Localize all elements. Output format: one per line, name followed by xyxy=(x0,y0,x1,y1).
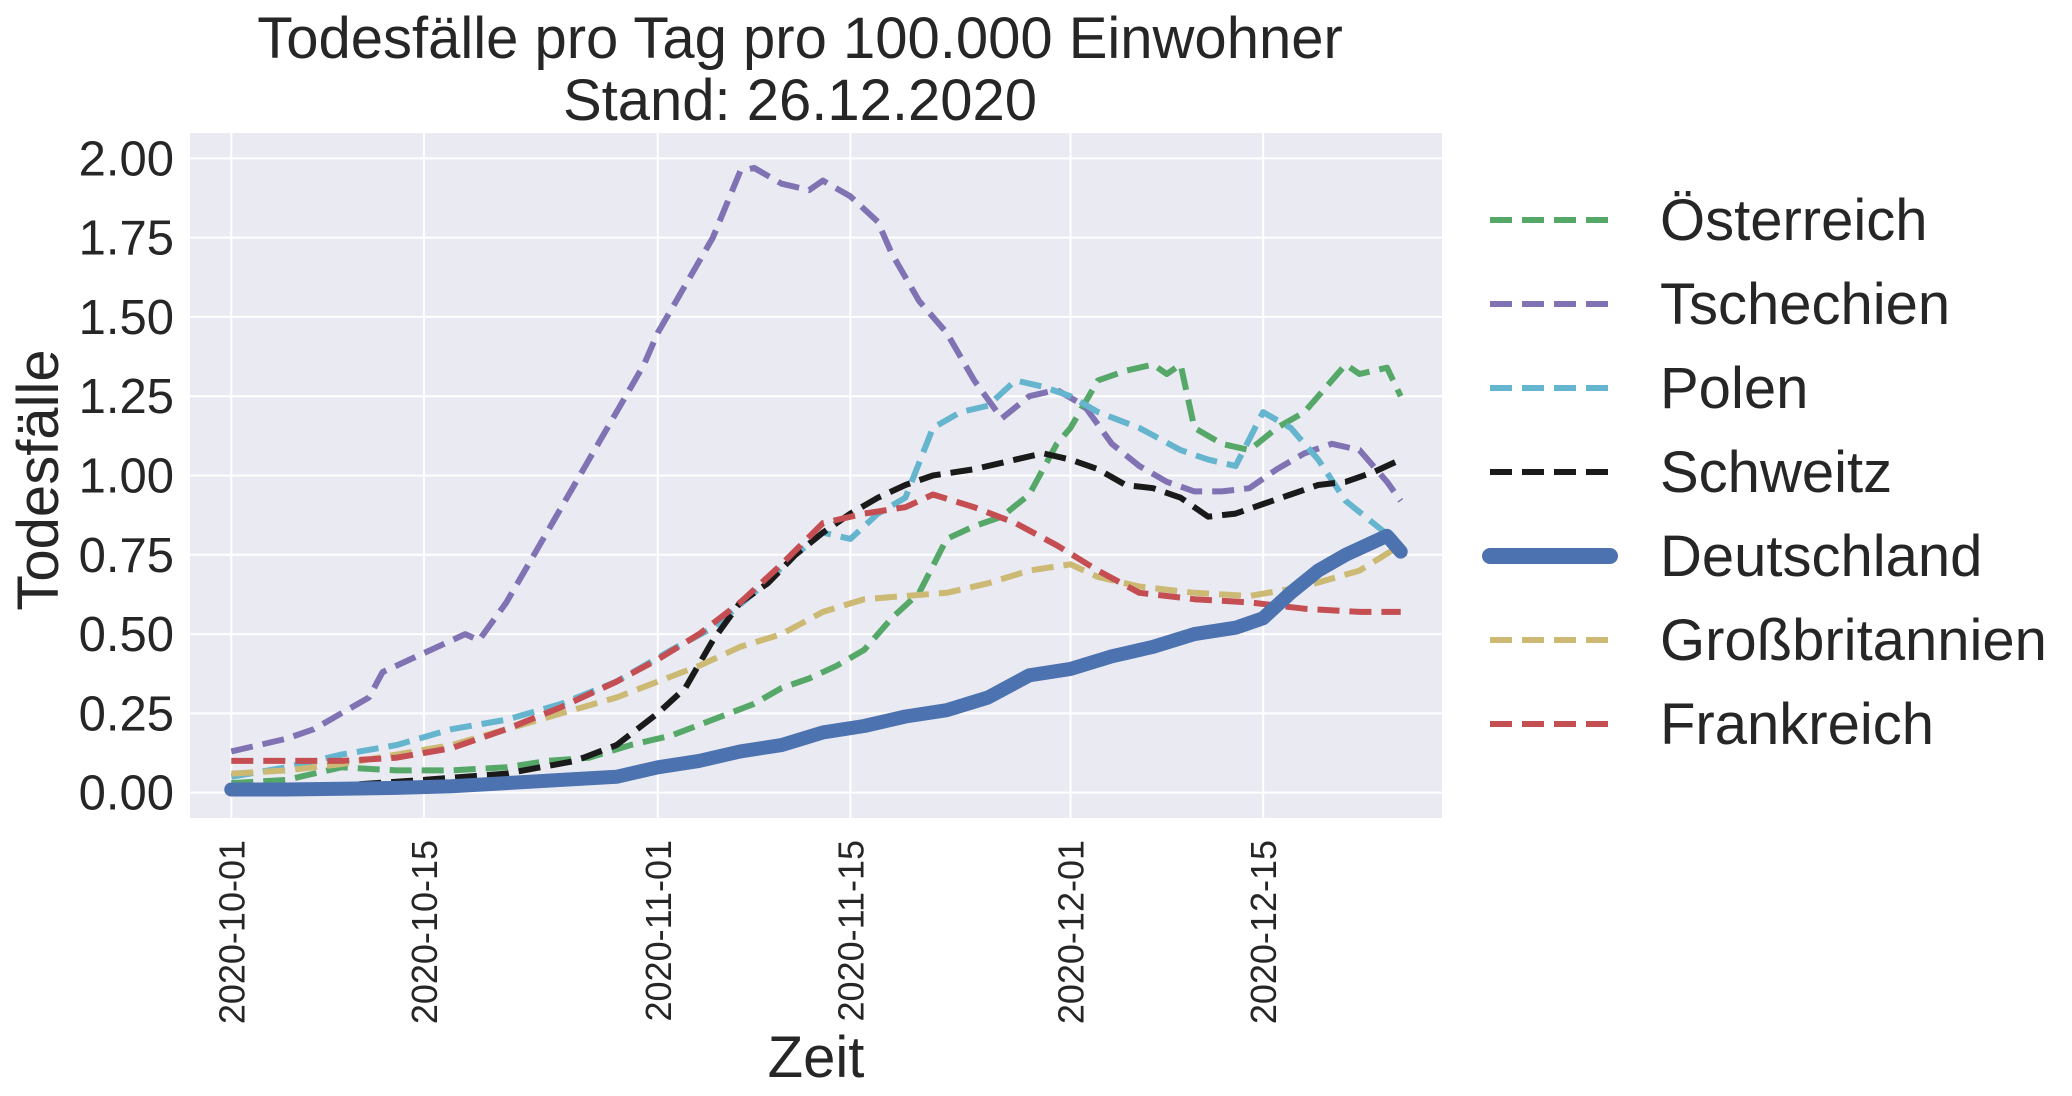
y-axis-label: Todesfälle xyxy=(6,349,71,610)
legend-label: Deutschland xyxy=(1660,524,1982,589)
series-line-Österreich xyxy=(231,361,1404,787)
x-tick-label: 2020-12-15 xyxy=(1243,840,1284,1024)
x-tick-label: 2020-12-01 xyxy=(1051,840,1092,1024)
series-line-Frankreich xyxy=(231,491,1401,764)
x-tick-label: 2020-11-01 xyxy=(638,840,679,1021)
y-tick-label: 0.00 xyxy=(79,767,174,821)
series-layer xyxy=(224,164,1408,797)
legend-label: Tschechien xyxy=(1660,272,1950,337)
y-tick-label: 0.75 xyxy=(79,529,174,583)
legend: Österreich Tschechien Polen Schweitz Deutsch… xyxy=(1482,188,2047,757)
y-tick-labels: 0.00 0.25 0.50 0.75 1.00 1.25 1.50 1.75 2.00 xyxy=(79,132,174,820)
y-tick-label: 1.00 xyxy=(79,450,174,504)
x-tick-label: 2020-11-15 xyxy=(830,840,871,1021)
x-tick-label: 2020-10-01 xyxy=(211,840,252,1024)
series-line-Tschechien xyxy=(230,164,1404,755)
y-tick-label: 1.75 xyxy=(79,212,174,266)
chart-title: Todesfälle pro Tag pro 100.000 Einwohner xyxy=(257,6,1343,71)
series-line-Polen xyxy=(230,377,1403,780)
legend-label: Polen xyxy=(1660,356,1808,421)
legend-label: Österreich xyxy=(1660,188,1928,253)
y-tick-label: 0.25 xyxy=(79,687,174,741)
y-tick-label: 1.25 xyxy=(79,370,174,424)
y-tick-label: 2.00 xyxy=(79,132,174,186)
x-axis-label: Zeit xyxy=(768,1025,865,1090)
series-line-Schweitz xyxy=(231,450,1402,790)
y-tick-label: 1.50 xyxy=(79,291,174,345)
y-tick-label: 0.50 xyxy=(79,608,174,662)
series-line-Deutschland xyxy=(224,528,1408,797)
x-tick-labels: 2020-10-01 2020-10-15 2020-11-01 2020-11-15… xyxy=(211,840,1284,1024)
legend-label: Schweitz xyxy=(1660,440,1892,505)
x-tick-label: 2020-10-15 xyxy=(404,840,445,1024)
chart-subtitle: Stand: 26.12.2020 xyxy=(563,68,1037,133)
legend-label: Großbritannien xyxy=(1660,608,2047,673)
legend-label: Frankreich xyxy=(1660,692,1934,757)
grid xyxy=(190,133,1442,818)
